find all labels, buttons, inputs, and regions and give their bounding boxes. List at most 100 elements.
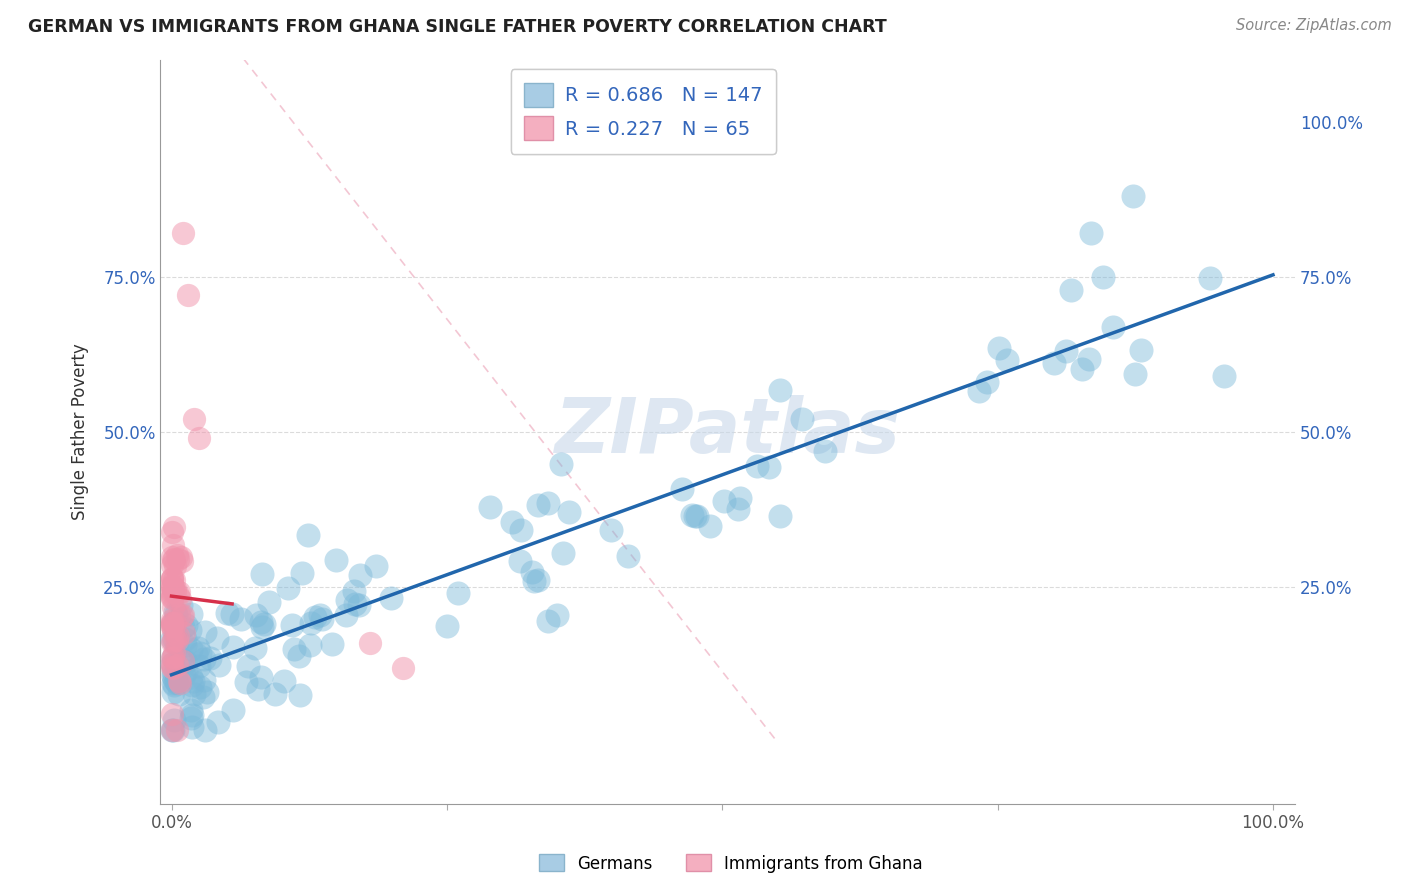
- Point: [343, 584, 366, 599]
- Point: [165, 582, 187, 596]
- Point: [205, 631, 228, 645]
- Point: [165, 616, 187, 631]
- Point: [247, 681, 270, 696]
- Point: [169, 676, 191, 690]
- Point: [172, 609, 194, 624]
- Point: [526, 573, 548, 587]
- Point: [167, 608, 190, 623]
- Point: [160, 590, 183, 604]
- Point: [160, 659, 183, 673]
- Point: [179, 703, 201, 717]
- Point: [163, 646, 186, 660]
- Point: [686, 508, 709, 523]
- Point: [1092, 270, 1115, 285]
- Point: [166, 638, 188, 652]
- Point: [194, 723, 217, 737]
- Point: [162, 616, 184, 631]
- Point: [180, 710, 202, 724]
- Point: [391, 660, 413, 674]
- Point: [160, 579, 183, 593]
- Point: [169, 591, 191, 606]
- Point: [250, 615, 273, 629]
- Point: [162, 665, 184, 680]
- Text: GERMAN VS IMMIGRANTS FROM GHANA SINGLE FATHER POVERTY CORRELATION CHART: GERMAN VS IMMIGRANTS FROM GHANA SINGLE F…: [28, 18, 887, 36]
- Point: [166, 588, 188, 602]
- Point: [181, 673, 204, 688]
- Point: [299, 615, 322, 630]
- Point: [160, 651, 183, 665]
- Point: [380, 591, 402, 605]
- Point: [160, 588, 183, 602]
- Point: [179, 624, 201, 638]
- Point: [976, 375, 998, 389]
- Legend: R = 0.686   N = 147, R = 0.227   N = 65: R = 0.686 N = 147, R = 0.227 N = 65: [510, 70, 776, 153]
- Point: [478, 500, 501, 514]
- Point: [166, 662, 188, 676]
- Point: [1199, 271, 1222, 285]
- Point: [747, 459, 769, 474]
- Point: [166, 723, 188, 737]
- Point: [304, 610, 326, 624]
- Point: [160, 581, 183, 595]
- Point: [162, 558, 184, 572]
- Point: [181, 678, 204, 692]
- Point: [273, 674, 295, 689]
- Point: [277, 581, 299, 595]
- Point: [264, 687, 287, 701]
- Point: [163, 551, 186, 566]
- Point: [188, 658, 211, 673]
- Point: [366, 559, 388, 574]
- Point: [1213, 369, 1236, 384]
- Point: [160, 571, 183, 585]
- Point: [792, 412, 814, 426]
- Point: [186, 647, 208, 661]
- Point: [769, 508, 792, 523]
- Point: [160, 613, 183, 627]
- Point: [166, 551, 188, 566]
- Point: [162, 624, 184, 638]
- Point: [160, 723, 183, 737]
- Point: [188, 680, 211, 694]
- Point: [297, 527, 319, 541]
- Point: [229, 612, 252, 626]
- Point: [236, 659, 259, 673]
- Point: [671, 483, 693, 497]
- Point: [188, 431, 211, 445]
- Point: [163, 573, 186, 587]
- Point: [160, 618, 183, 632]
- Point: [163, 678, 186, 692]
- Point: [311, 612, 333, 626]
- Point: [160, 615, 183, 630]
- Point: [1071, 362, 1094, 376]
- Point: [557, 505, 579, 519]
- Point: [207, 714, 229, 729]
- Point: [988, 341, 1011, 355]
- Point: [172, 654, 194, 668]
- Point: [290, 688, 312, 702]
- Point: [1122, 189, 1144, 203]
- Point: [162, 650, 184, 665]
- Point: [335, 607, 357, 622]
- Point: [550, 457, 572, 471]
- Point: [167, 629, 190, 643]
- Point: [359, 636, 381, 650]
- Point: [162, 684, 184, 698]
- Point: [769, 383, 792, 397]
- Point: [447, 585, 470, 599]
- Point: [162, 672, 184, 686]
- Point: [193, 673, 215, 688]
- Point: [166, 548, 188, 562]
- Point: [162, 657, 184, 672]
- Point: [250, 567, 273, 582]
- Point: [1080, 227, 1102, 241]
- Point: [1043, 356, 1066, 370]
- Point: [160, 723, 183, 737]
- Point: [1059, 283, 1081, 297]
- Point: [169, 585, 191, 599]
- Point: [173, 625, 195, 640]
- Point: [174, 655, 197, 669]
- Point: [160, 632, 183, 647]
- Point: [681, 508, 703, 522]
- Point: [298, 638, 321, 652]
- Y-axis label: Single Father Poverty: Single Father Poverty: [72, 343, 89, 520]
